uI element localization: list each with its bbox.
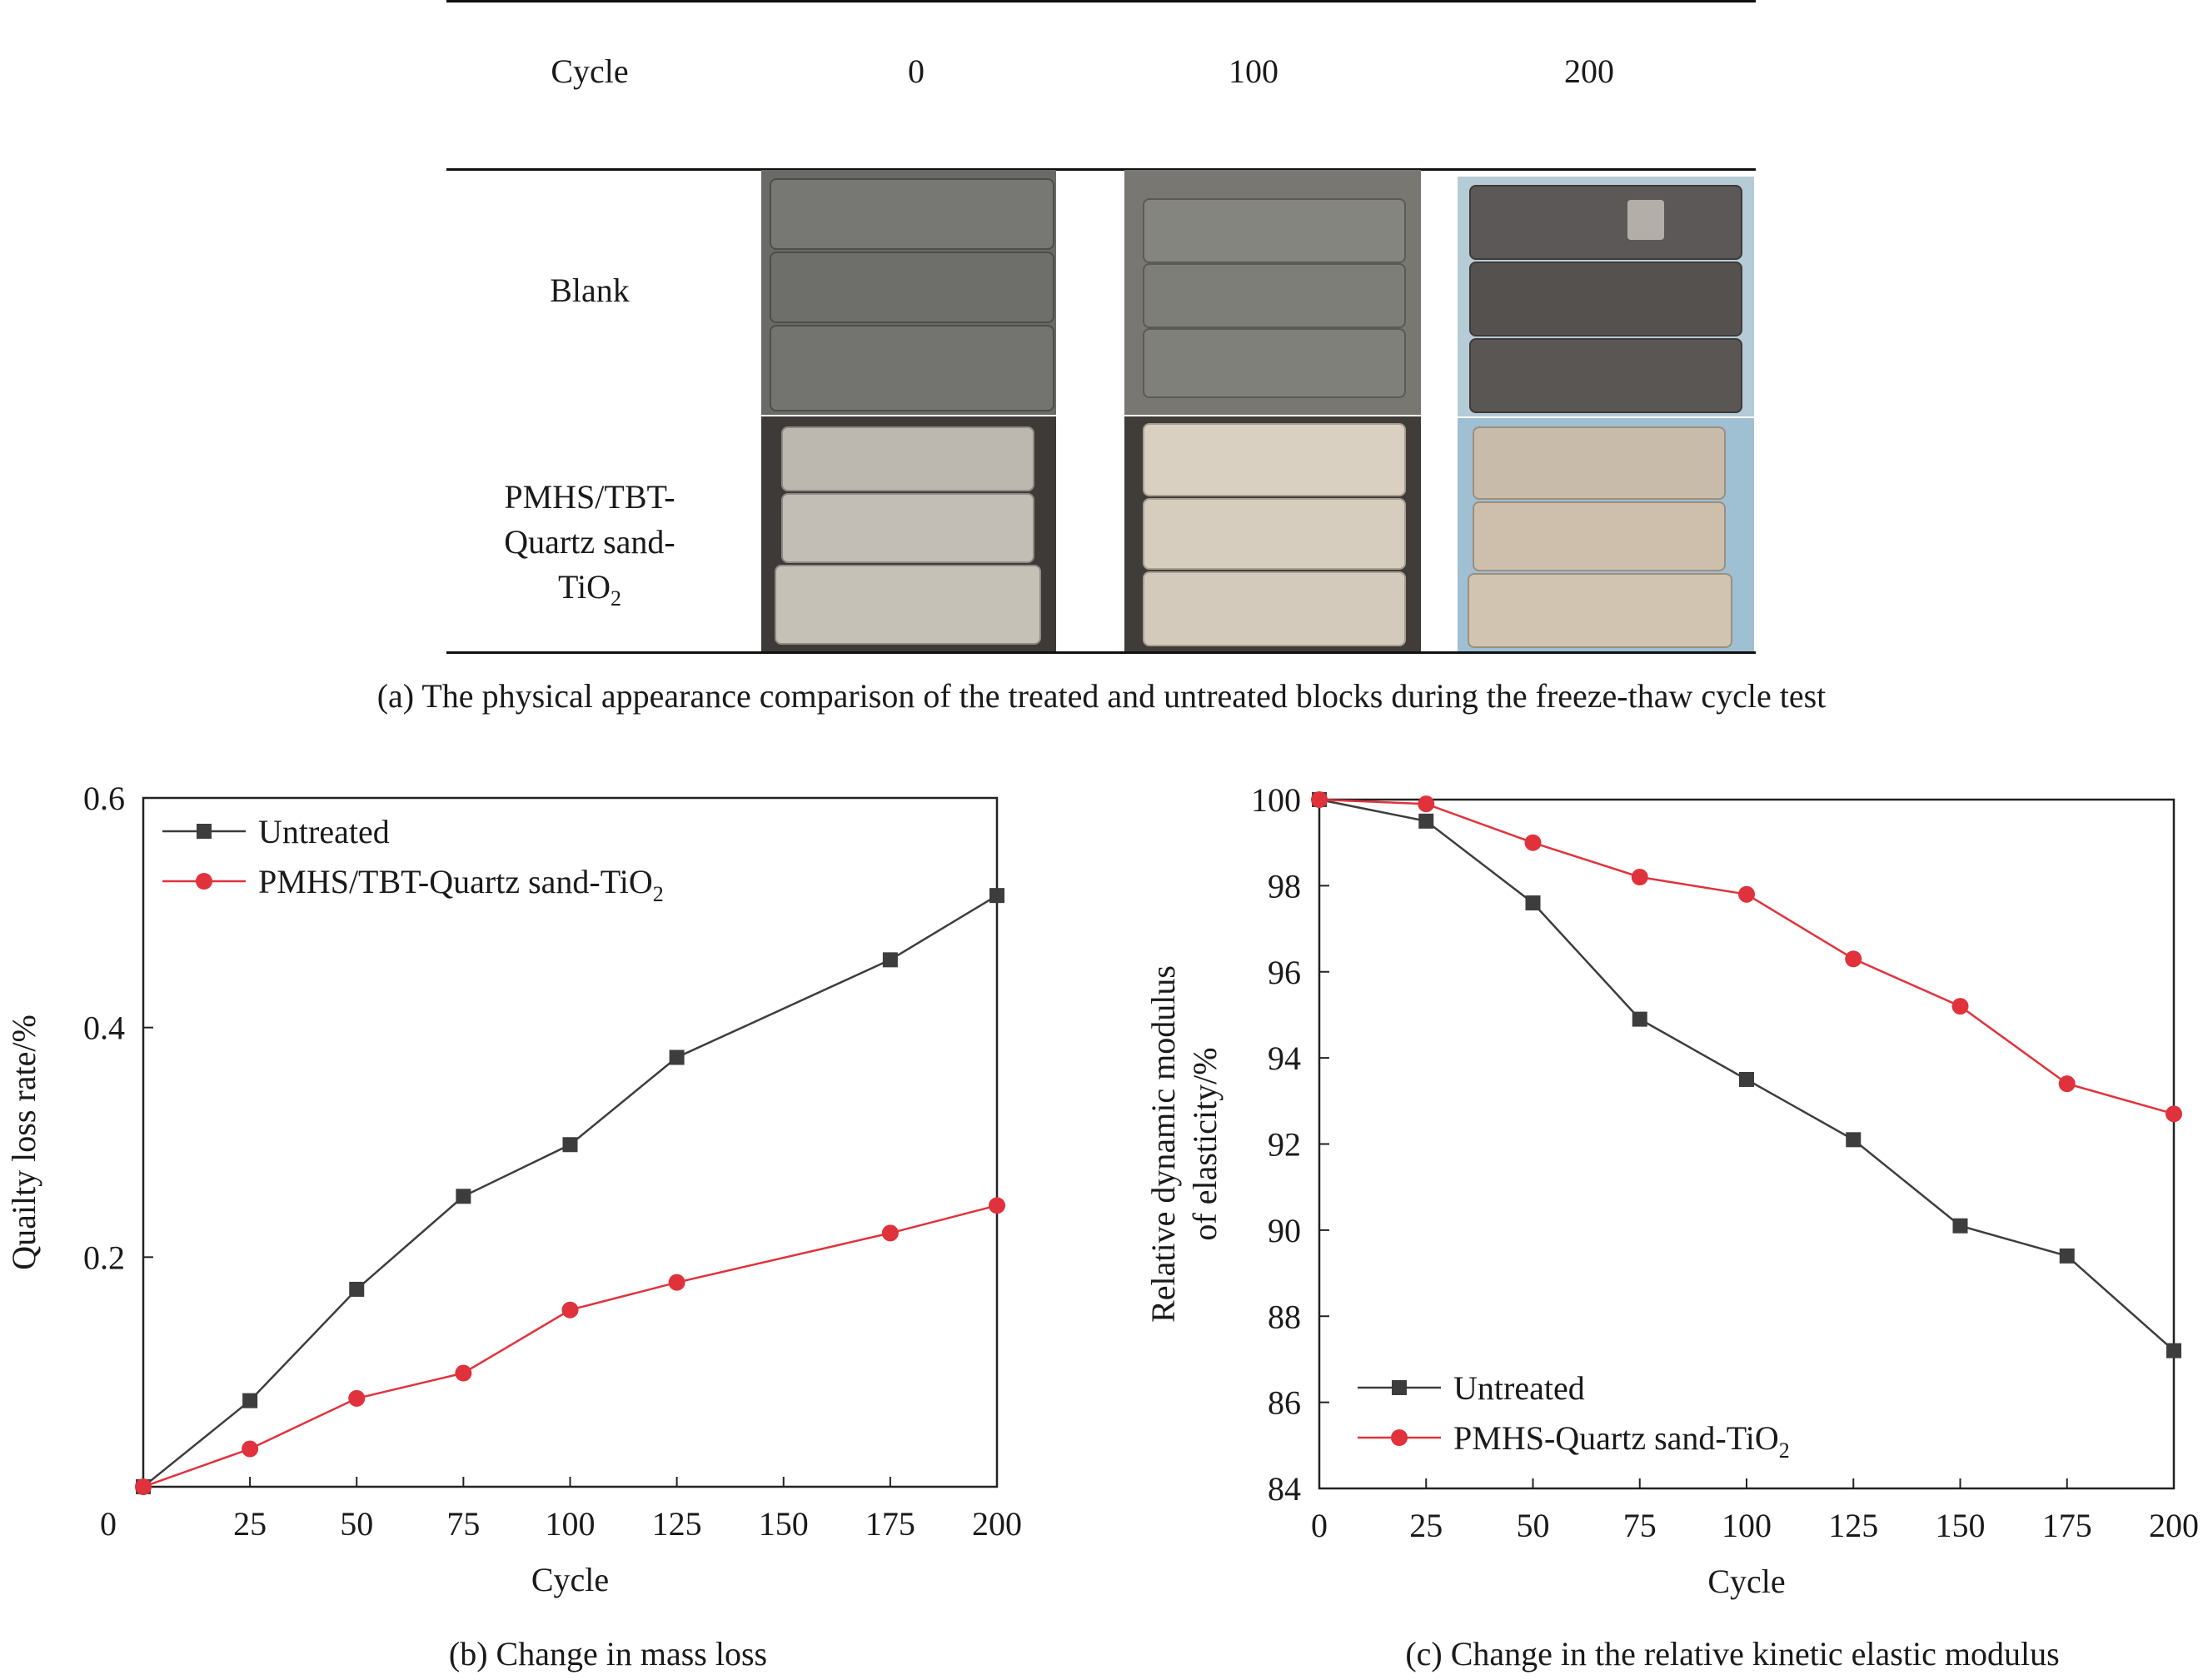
- caption-c: (c) Change in the relative kinetic elast…: [1274, 1634, 2191, 1673]
- point-untreated: [1739, 1072, 1754, 1087]
- y-tick-label: 0.2: [83, 1239, 125, 1276]
- point-untreated: [349, 1282, 364, 1297]
- legend-marker-square: [1392, 1380, 1407, 1395]
- y-tick-label: 100: [1251, 781, 1301, 819]
- point-untreated: [1632, 1012, 1647, 1027]
- point-treated: [348, 1390, 365, 1407]
- legend-marker-square: [197, 824, 212, 839]
- y-tick-label: 84: [1268, 1470, 1301, 1508]
- point-treated: [2166, 1105, 2182, 1122]
- point-treated: [882, 1224, 899, 1241]
- x-tick-label: 25: [233, 1505, 267, 1543]
- y-tick-label: 90: [1268, 1212, 1301, 1249]
- legend-marker-circle: [1391, 1429, 1408, 1446]
- point-treated: [2059, 1075, 2076, 1092]
- x-tick-label: 75: [1623, 1507, 1657, 1544]
- point-treated: [135, 1478, 152, 1495]
- x-tick-label: 0: [1311, 1507, 1328, 1544]
- x-tick-label: 150: [1936, 1507, 1986, 1544]
- point-treated: [989, 1197, 1005, 1214]
- x-tick-label: 50: [1517, 1507, 1550, 1544]
- x-axis-label: Cycle: [531, 1561, 609, 1598]
- legend-marker-circle: [196, 873, 212, 890]
- point-untreated: [242, 1393, 257, 1408]
- series-line-treated: [143, 1205, 997, 1487]
- y-axis-label-line2: of elasticity/%: [1186, 1047, 1224, 1240]
- point-treated: [1738, 886, 1755, 903]
- series-line-treated: [1319, 800, 2174, 1114]
- point-untreated: [456, 1189, 471, 1204]
- point-untreated: [2166, 1344, 2181, 1358]
- point-treated: [1845, 950, 1862, 967]
- legend-label: Untreated: [1453, 1369, 1585, 1407]
- legend: Untreated PMHS-Quartz sand-TiO2: [1358, 1369, 1790, 1463]
- y-tick-label: 92: [1268, 1126, 1301, 1164]
- plot-frame: [1319, 800, 2174, 1488]
- x-tick-label: 150: [759, 1505, 809, 1543]
- y-tick-label: 0.6: [83, 780, 125, 817]
- point-treated: [1952, 998, 1969, 1014]
- point-treated: [1525, 835, 1542, 851]
- chart-mass-loss: 0 25 50 75 100 125 150 175 200 0.2 0.4 0.6 Cycle Quai…: [5, 780, 1022, 1598]
- point-treated: [669, 1274, 685, 1291]
- x-tick-label: 125: [652, 1505, 702, 1543]
- point-treated: [455, 1365, 471, 1382]
- point-treated: [562, 1302, 579, 1319]
- point-treated: [1632, 869, 1648, 885]
- x-tick-label: 100: [1722, 1507, 1772, 1544]
- point-untreated: [1846, 1132, 1861, 1147]
- y-axis-label: Quailty loss rate/%: [5, 1014, 42, 1270]
- legend-label: PMHS-Quartz sand-TiO2: [1453, 1419, 1790, 1463]
- point-untreated: [1526, 895, 1541, 910]
- x-tick-label: 175: [2042, 1507, 2092, 1544]
- y-tick-label: 0.4: [83, 1009, 125, 1047]
- x-tick-label: 200: [2149, 1507, 2199, 1544]
- x-tick-label: 200: [972, 1505, 1022, 1543]
- point-treated: [242, 1441, 258, 1458]
- point-untreated: [670, 1050, 685, 1065]
- x-tick-label: 25: [1409, 1507, 1443, 1544]
- point-untreated: [2060, 1249, 2075, 1264]
- y-tick-label: 86: [1268, 1384, 1301, 1422]
- point-untreated: [883, 952, 898, 967]
- y-axis-label-line1: Relative dynamic modulus: [1144, 965, 1182, 1323]
- point-treated: [1311, 791, 1328, 808]
- y-tick-label: 88: [1268, 1298, 1301, 1335]
- y-tick-label: 96: [1268, 954, 1301, 991]
- caption-b: (b) Change in mass loss: [250, 1634, 966, 1673]
- point-untreated: [1953, 1219, 1968, 1234]
- x-tick-label: 100: [546, 1505, 596, 1543]
- y-tick-label: 98: [1268, 867, 1301, 905]
- x-tick-label: 0: [100, 1505, 117, 1543]
- legend-label: Untreated: [258, 813, 390, 850]
- point-untreated: [1418, 814, 1433, 829]
- x-tick-label: 75: [446, 1505, 480, 1543]
- x-tick-label: 50: [340, 1505, 373, 1543]
- point-treated: [1418, 795, 1434, 812]
- point-untreated: [989, 888, 1004, 903]
- x-axis-label: Cycle: [1707, 1563, 1785, 1600]
- chart-elastic-modulus: 0 25 50 75 100 125 150 175 200 84 86 88 90 92 94 96 98 10…: [1144, 781, 2199, 1600]
- y-tick-label: 94: [1268, 1039, 1301, 1077]
- legend: Untreated PMHS/TBT-Quartz sand-TiO2: [162, 813, 664, 906]
- series-line-untreated: [143, 895, 997, 1487]
- x-tick-label: 175: [865, 1505, 915, 1543]
- x-tick-label: 125: [1828, 1507, 1878, 1544]
- legend-label: PMHS/TBT-Quartz sand-TiO2: [258, 863, 664, 906]
- point-untreated: [563, 1137, 578, 1152]
